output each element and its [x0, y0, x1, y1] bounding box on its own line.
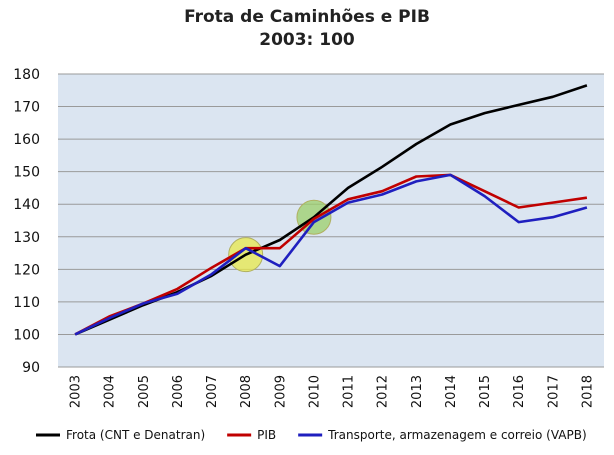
series-line-1 — [74, 173, 588, 336]
series-line-2 — [74, 173, 588, 336]
y-tick-label: 100 — [13, 327, 40, 343]
x-tick-label: 2017 — [546, 375, 561, 408]
x-tick-label: 2007 — [205, 375, 220, 408]
chart-subtitle: 2003: 100 — [259, 30, 355, 50]
y-tick-label: 170 — [13, 100, 40, 116]
x-tick-label: 2015 — [478, 375, 493, 408]
x-tick-label: 2014 — [444, 375, 459, 408]
x-tick-label: 2010 — [307, 375, 322, 408]
y-tick-label: 150 — [13, 165, 40, 181]
chart-title: Frota de Caminhões e PIB — [184, 7, 430, 27]
y-tick-label: 120 — [13, 262, 40, 278]
x-tick-label: 2005 — [137, 375, 152, 408]
y-tick-label: 90 — [22, 360, 40, 376]
x-tick-label: 2003 — [69, 375, 84, 408]
y-tick-label: 110 — [13, 295, 40, 311]
y-tick-label: 130 — [13, 230, 40, 246]
y-tick-label: 180 — [13, 67, 40, 83]
y-tick-label: 140 — [13, 197, 40, 213]
x-tick-label: 2011 — [342, 375, 357, 408]
x-tick-label: 2013 — [410, 375, 425, 408]
x-tick-label: 2006 — [171, 375, 186, 408]
legend-label-1: PIB — [257, 428, 276, 442]
y-tick-label: 160 — [13, 132, 40, 148]
chart-title-block: Frota de Caminhões e PIB 2003: 100 — [0, 6, 614, 52]
x-tick-label: 2016 — [512, 375, 527, 408]
legend-label-0: Frota (CNT e Denatran) — [66, 428, 205, 442]
legend-label-2: Transporte, armazenagem e correio (VAPB) — [327, 428, 586, 442]
x-tick-label: 2018 — [580, 375, 595, 408]
x-tick-label: 2012 — [376, 375, 391, 408]
x-tick-label: 2009 — [273, 375, 288, 408]
x-tick-label: 2008 — [239, 375, 254, 408]
x-tick-label: 2004 — [103, 375, 118, 408]
